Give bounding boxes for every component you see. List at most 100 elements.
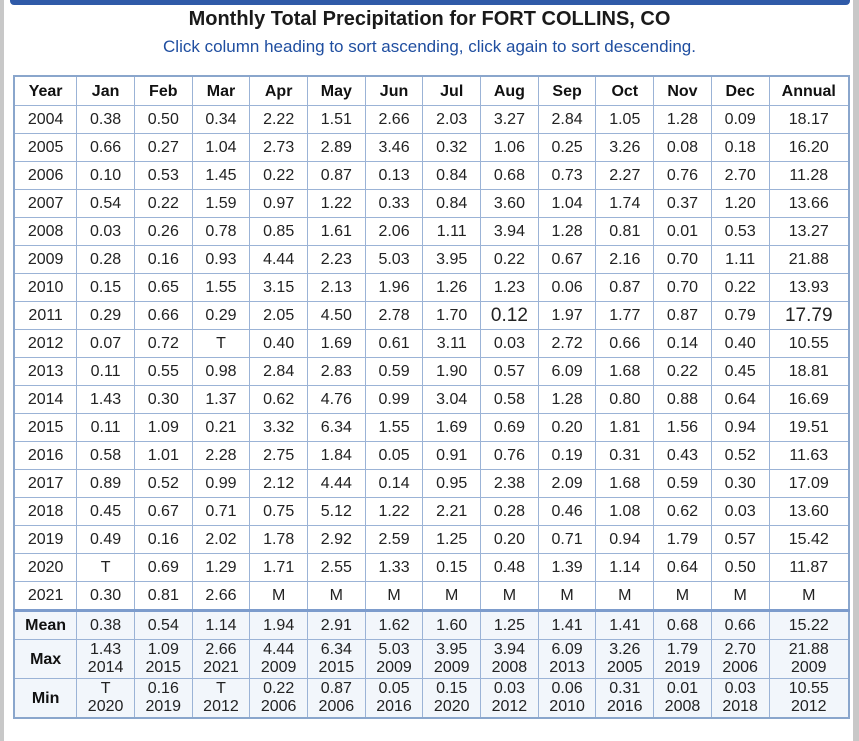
value-cell: 1.09: [133, 413, 193, 442]
column-header-jul[interactable]: Jul: [422, 75, 482, 106]
max-value: 1.43: [90, 641, 122, 658]
value-cell: 0.32: [422, 133, 482, 162]
column-header-jan[interactable]: Jan: [76, 75, 135, 106]
value-cell: 1.96: [364, 273, 424, 302]
value-cell: 21.88: [768, 245, 850, 274]
min-value: 0.03: [493, 680, 525, 697]
value-cell: 0.66: [133, 301, 193, 330]
value-cell: 0.10: [76, 161, 135, 190]
max-year: 2009: [790, 659, 827, 676]
column-header-jun[interactable]: Jun: [364, 75, 424, 106]
value-cell: 1.22: [364, 497, 424, 526]
column-header-nov[interactable]: Nov: [653, 75, 712, 106]
column-header-may[interactable]: May: [307, 75, 366, 106]
value-cell: 4.50: [307, 301, 366, 330]
column-header-oct[interactable]: Oct: [595, 75, 655, 106]
min-value: 0.05: [378, 680, 410, 697]
column-header-sep[interactable]: Sep: [537, 75, 597, 106]
value-cell: 0.40: [710, 329, 770, 358]
value-cell: 1.59: [191, 189, 251, 218]
mean-cell: 1.60: [422, 609, 482, 640]
value-cell: 1.37: [191, 385, 251, 414]
value-cell: 1.39: [537, 553, 597, 582]
value-cell: 0.87: [595, 273, 655, 302]
value-cell: 0.22: [653, 357, 712, 386]
value-cell: 2.78: [364, 301, 424, 330]
max-year: 2006: [722, 659, 758, 676]
column-header-feb[interactable]: Feb: [133, 75, 193, 106]
mean-label: Mean: [13, 609, 78, 640]
max-cell: 5.03 2009: [364, 639, 424, 679]
value-cell: 1.05: [595, 105, 655, 134]
value-cell: 0.25: [537, 133, 597, 162]
value-cell: 2.72: [537, 329, 597, 358]
data-rows: 2004 0.38 0.50 0.34 2.22 1.51 2.66 2.03 3.27 2.84…: [13, 105, 850, 611]
table-row: 2009 0.28 0.16 0.93 4.44 2.23 5.03 3.95 0.22 0.67…: [13, 245, 850, 274]
min-cell: 0.87 2006: [307, 678, 366, 719]
value-cell: 0.68: [480, 161, 539, 190]
value-cell: 0.70: [653, 273, 712, 302]
value-cell: 2.27: [595, 161, 655, 190]
value-cell: 0.78: [191, 217, 251, 246]
value-cell: 0.46: [537, 497, 597, 526]
value-cell: 0.59: [653, 469, 712, 498]
table-row: 2012 0.07 0.72 T 0.40 1.69 0.61 3.11 0.03 2.72 0.6…: [13, 329, 850, 358]
value-cell: 1.26: [422, 273, 482, 302]
table-row: 2011 0.29 0.66 0.29 2.05 4.50 2.78 1.70 0.12 1.97…: [13, 301, 850, 330]
value-cell: 0.67: [537, 245, 597, 274]
column-header-annual[interactable]: Annual: [768, 75, 850, 106]
value-cell: 1.84: [307, 441, 366, 470]
value-cell: 1.14: [595, 553, 655, 582]
min-value: 10.55: [788, 680, 829, 697]
value-cell: 2.23: [307, 245, 366, 274]
value-cell: 2.59: [364, 525, 424, 554]
value-cell: 1.70: [422, 301, 482, 330]
value-cell: 0.73: [537, 161, 597, 190]
max-year: 2013: [549, 659, 585, 676]
max-year: 2019: [664, 659, 701, 676]
value-cell: 2.02: [191, 525, 251, 554]
value-cell: 0.91: [422, 441, 482, 470]
value-cell: 0.64: [710, 385, 770, 414]
value-cell: 0.71: [537, 525, 597, 554]
column-header-apr[interactable]: Apr: [249, 75, 308, 106]
value-cell: 0.61: [364, 329, 424, 358]
value-cell: 2.13: [307, 273, 366, 302]
year-cell: 2014: [13, 385, 78, 414]
value-cell: 3.04: [422, 385, 482, 414]
value-cell: 2.73: [249, 133, 308, 162]
value-cell: 4.44: [249, 245, 308, 274]
value-cell: 0.16: [133, 245, 193, 274]
value-cell: 2.28: [191, 441, 251, 470]
min-value: 0.03: [724, 680, 756, 697]
value-cell: M: [768, 581, 850, 611]
min-value: 0.31: [609, 680, 641, 697]
value-cell: 0.08: [653, 133, 712, 162]
min-label: Min: [13, 678, 78, 719]
value-cell: 0.15: [422, 553, 482, 582]
value-cell: 1.43: [76, 385, 135, 414]
value-cell: 0.97: [249, 189, 308, 218]
column-header-aug[interactable]: Aug: [480, 75, 539, 106]
value-cell: 0.66: [595, 329, 655, 358]
min-year: 2008: [664, 698, 701, 715]
value-cell: 0.54: [76, 189, 135, 218]
value-cell: M: [480, 581, 539, 611]
value-cell: 0.76: [653, 161, 712, 190]
value-cell: 0.28: [480, 497, 539, 526]
column-header-mar[interactable]: Mar: [191, 75, 251, 106]
value-cell: M: [249, 581, 308, 611]
value-cell: 10.55: [768, 329, 850, 358]
min-row: Min T 2020 0.16 2019 T 2012 0.22 2006 0.87 2006 0.0…: [13, 678, 850, 719]
value-cell: 0.22: [249, 161, 308, 190]
value-cell: 3.95: [422, 245, 482, 274]
value-cell: 1.69: [422, 413, 482, 442]
max-value: 21.88: [788, 641, 829, 658]
value-cell: 0.70: [653, 245, 712, 274]
column-header-year[interactable]: Year: [13, 75, 78, 106]
value-cell: 1.69: [307, 329, 366, 358]
value-cell: 0.85: [249, 217, 308, 246]
column-header-dec[interactable]: Dec: [710, 75, 770, 106]
value-cell: 1.04: [191, 133, 251, 162]
value-cell: 2.75: [249, 441, 308, 470]
